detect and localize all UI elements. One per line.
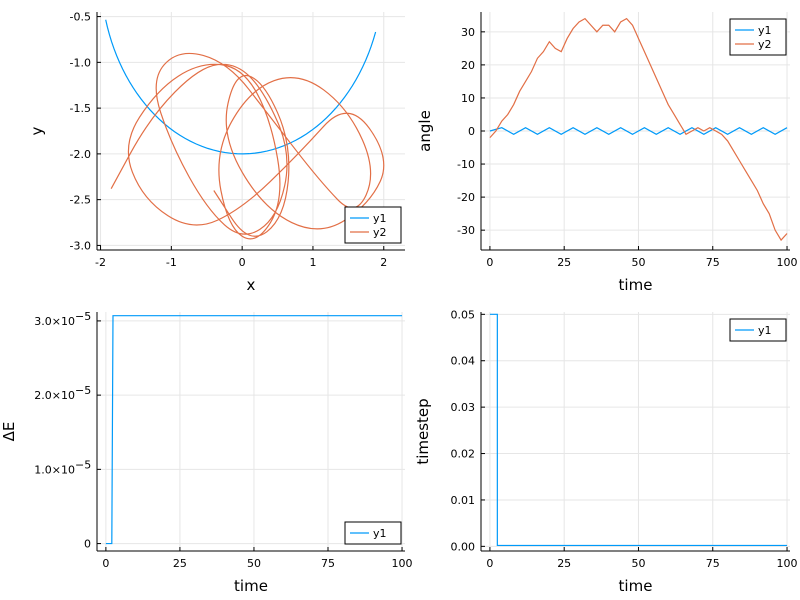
series-line-y1: [489, 127, 788, 135]
legend-box: [344, 206, 402, 244]
y-tick-label: -0.5: [70, 11, 91, 24]
x-axis-label: time: [619, 577, 653, 595]
x-tick-label: 75: [321, 557, 335, 570]
y-tick-label: 0.03: [451, 401, 476, 414]
y-tick-label: -30: [457, 224, 475, 237]
y-tick-label: 3.0×10: [34, 315, 75, 328]
x-tick-label: 25: [173, 557, 187, 570]
y-axis-label: angle: [416, 110, 434, 152]
x-tick-label: 1: [309, 256, 316, 269]
x-tick-label: 100: [392, 557, 413, 570]
x-axis-label: x: [247, 276, 256, 294]
y-axis-label: ΔE: [0, 422, 18, 442]
legend-box: [729, 318, 787, 342]
y-tick-label: 0: [468, 125, 475, 138]
y-tick-label: -1.0: [70, 56, 91, 69]
x-tick-label: 0: [486, 557, 493, 570]
x-tick-label: -2: [95, 256, 106, 269]
y-tick-label: 30: [461, 26, 475, 39]
y-axis-label: timestep: [414, 398, 432, 464]
legend: y1: [344, 521, 402, 545]
x-tick-label: -1: [166, 256, 177, 269]
series-line-y2: [489, 17, 788, 242]
x-tick-label: 50: [247, 557, 261, 570]
x-tick-label: 50: [631, 256, 645, 269]
x-tick-label: 25: [557, 256, 571, 269]
chart-panel-4: 0 25 50 75 100 0.00 0.01 0.02 0.03 0.04 0.05 time ti…: [414, 308, 798, 595]
y-tick-label: -2.5: [70, 194, 91, 207]
x-tick-label: 100: [777, 557, 798, 570]
legend-box: [729, 18, 787, 56]
legend-label: y2: [373, 226, 387, 239]
x-tick-label: 100: [777, 256, 798, 269]
series-line-y2: [110, 52, 385, 240]
x-axis-label: time: [619, 276, 653, 294]
x-tick-label: 25: [557, 557, 571, 570]
y-tick-label: 0.05: [451, 308, 476, 321]
x-axis-label: time: [234, 577, 268, 595]
legend-label: y1: [373, 527, 387, 540]
legend-label: y1: [758, 24, 772, 37]
legend-label: y1: [758, 324, 772, 337]
series-line-y1: [105, 19, 377, 155]
x-tick-label: 75: [706, 557, 720, 570]
y-tick-exponent: −5: [75, 310, 91, 323]
x-tick-label: 2: [380, 256, 387, 269]
y-tick-label: -20: [457, 191, 475, 204]
x-tick-label: 0: [102, 557, 109, 570]
y-axis-label: y: [28, 126, 46, 135]
y-tick-label: 10: [461, 92, 475, 105]
y-tick-label: -1.5: [70, 102, 91, 115]
legend-label: y1: [373, 212, 387, 225]
y-tick-label: -10: [457, 158, 475, 171]
series-line-y1: [489, 313, 788, 547]
x-tick-label: 75: [706, 256, 720, 269]
y-tick-exponent: −5: [75, 384, 91, 397]
y-tick-label: -3.0: [70, 239, 91, 252]
legend: y1: [729, 318, 787, 342]
x-tick-label: 0: [239, 256, 246, 269]
x-tick-label: 50: [631, 557, 645, 570]
y-tick-label: 0.02: [451, 448, 476, 461]
series-line-y1: [105, 315, 403, 545]
y-tick-label: -2.0: [70, 148, 91, 161]
y-tick-label: 0: [84, 538, 91, 551]
legend-label: y2: [758, 38, 772, 51]
y-tick-label: 1.0×10: [34, 463, 75, 476]
y-tick-label: 20: [461, 59, 475, 72]
y-tick-label: 0.01: [451, 494, 476, 507]
y-tick-exponent: −5: [75, 458, 91, 471]
x-tick-label: 0: [486, 256, 493, 269]
y-tick-label: 0.04: [451, 355, 476, 368]
legend-box: [344, 521, 402, 545]
y-tick-label: 2.0×10: [34, 389, 75, 402]
y-tick-label: 0.00: [451, 540, 476, 553]
